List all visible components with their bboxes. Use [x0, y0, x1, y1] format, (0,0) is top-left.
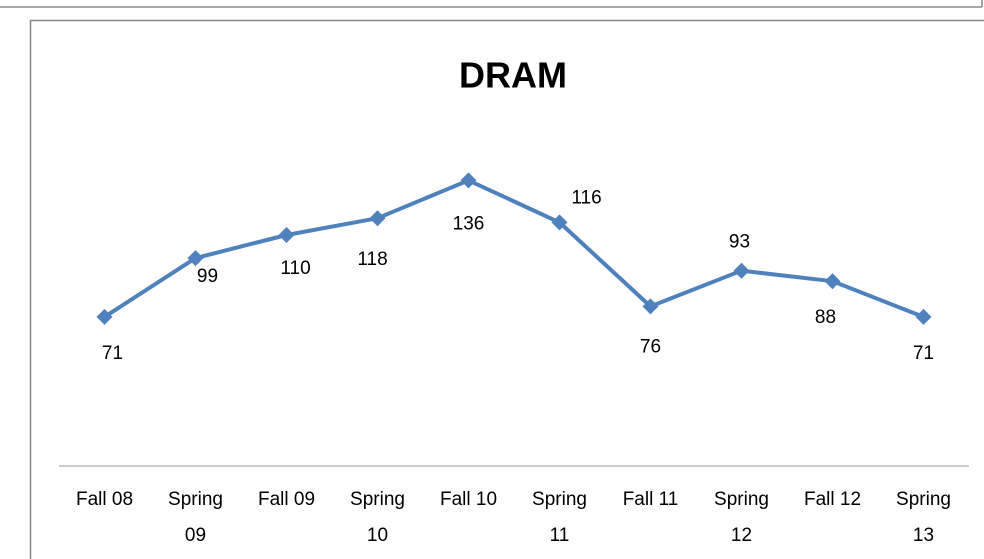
- data-point: [369, 210, 386, 227]
- data-label: 136: [453, 213, 485, 234]
- data-label: 93: [729, 232, 750, 253]
- data-label: 110: [280, 258, 310, 279]
- data-label: 118: [357, 249, 387, 270]
- data-point: [551, 214, 568, 231]
- x-tick-label: Fall 09: [258, 489, 315, 510]
- data-point: [460, 172, 477, 189]
- data-label: 99: [197, 266, 218, 287]
- x-tick-label: Spring 10: [350, 489, 405, 546]
- chart-title: DRAM: [459, 55, 567, 96]
- data-label: 116: [571, 187, 601, 208]
- data-label: 88: [815, 307, 836, 328]
- x-tick-label: Spring 13: [896, 489, 951, 546]
- data-label: 71: [102, 343, 123, 364]
- x-tick-label: Fall 08: [76, 489, 133, 510]
- x-tick-label: Spring 11: [532, 489, 587, 546]
- chart-frame: [29, 19, 984, 559]
- x-tick-label: Fall 10: [440, 489, 497, 510]
- data-line: [103, 178, 925, 319]
- data-label: 76: [640, 336, 661, 357]
- data-point: [642, 298, 659, 315]
- x-tick-label: Spring 12: [714, 489, 769, 546]
- data-point: [96, 308, 113, 325]
- x-tick-label: Spring 09: [168, 489, 223, 546]
- data-label: 71: [913, 343, 934, 364]
- data-point: [915, 308, 932, 325]
- x-tick-label: Fall 12: [804, 489, 861, 510]
- x-tick-label: Fall 11: [623, 489, 679, 510]
- data-point: [278, 227, 295, 243]
- data-point: [733, 262, 750, 279]
- data-point: [187, 250, 204, 267]
- data-point: [824, 273, 841, 290]
